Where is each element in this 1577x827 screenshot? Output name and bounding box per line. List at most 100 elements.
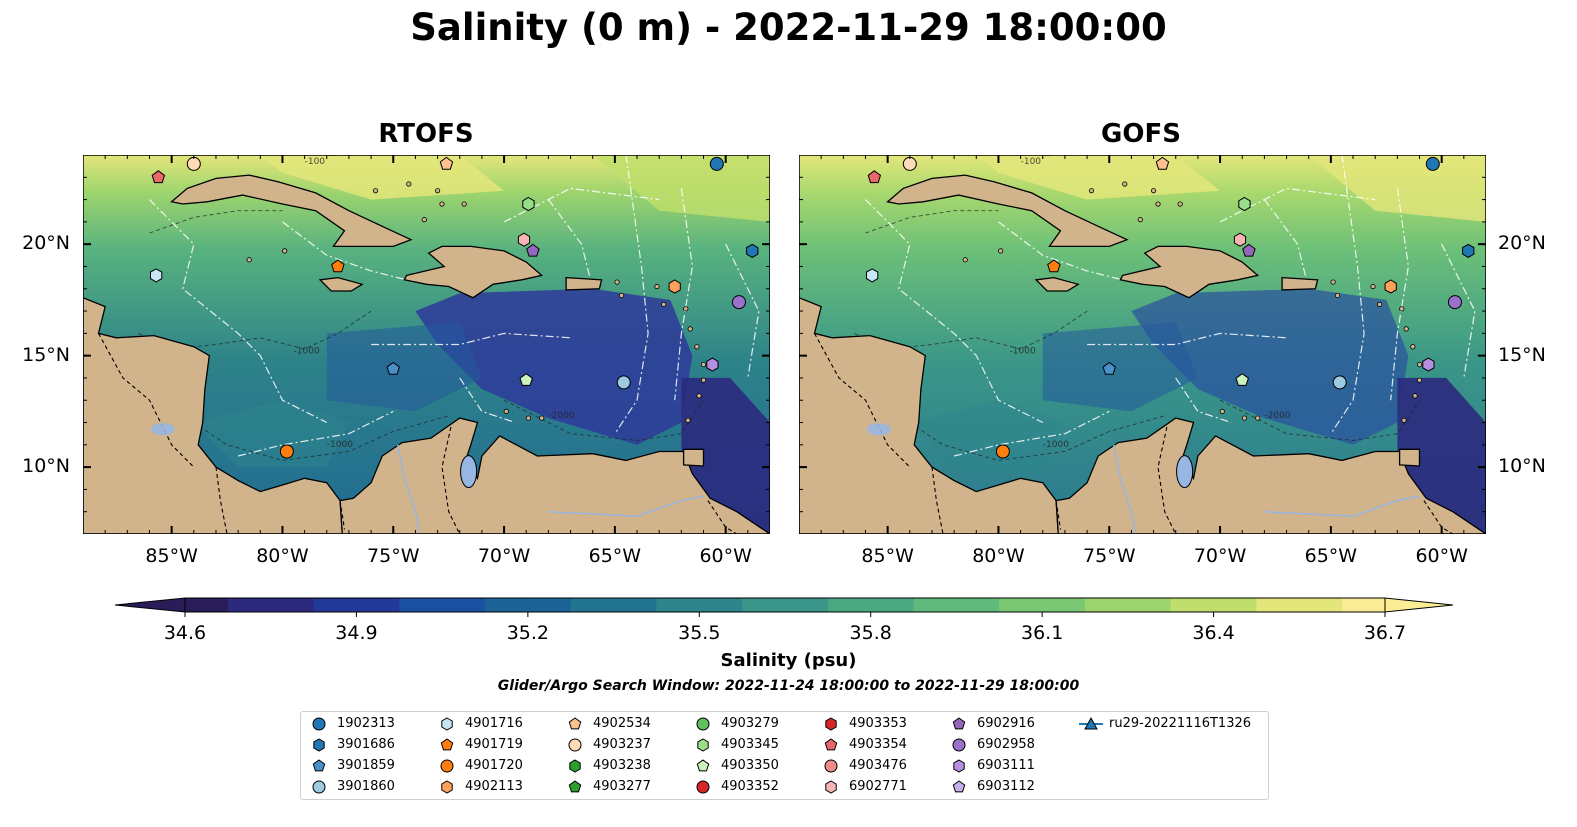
eez-boundary-line [1390,188,1410,401]
float-marker-6902771 [1233,232,1247,247]
country-border [98,333,195,468]
legend-label: 3901859 [337,758,395,773]
contour-label: -1000 [1043,440,1069,450]
float-marker-6902958 [1447,295,1462,310]
circle-marker-icon [696,780,710,794]
float-marker-3901859 [386,361,400,375]
eez-boundary-line [674,188,694,401]
islet [1401,417,1407,423]
colorbar-segment [699,598,743,612]
bathymetry-contour [865,210,999,234]
sw-caribbean-region [193,400,349,468]
legend-label: 3901686 [337,737,395,752]
float-marker-6902916 [1242,243,1256,257]
colorbar-segment [785,598,829,612]
islet [1219,408,1225,414]
contour-label: -2000 [548,411,574,421]
lat-tick-label: 10°N [22,455,70,478]
legend-marker [568,717,582,730]
legend-label: 4901716 [465,716,523,731]
float-marker-4901716 [150,268,163,283]
islet [406,181,412,187]
float-marker-3901686 [1462,243,1475,258]
hexagon-marker-icon [441,780,453,794]
pentagon-marker-icon [696,759,710,772]
river [1112,444,1137,534]
lon-tick-label: 85°W [145,545,198,567]
legend-label: 4901719 [465,737,523,752]
legend-marker [953,759,965,773]
country-border [215,467,228,534]
legend-label: 4902113 [465,779,523,794]
map-panel-rtofs[interactable]: -100 -1000 -2000 -1000 [83,155,770,534]
float-marker-3901860 [616,375,631,390]
hexagon-marker-icon [313,738,325,752]
country-border [339,500,346,530]
legend-marker [440,738,454,751]
islet [1177,201,1183,207]
panel-title-rtofs: RTOFS [378,119,474,149]
eez-boundary-line [953,410,1110,457]
islet [1334,292,1341,299]
lat-tick-label: 20°N [22,232,70,255]
colorbar-segment [913,598,957,612]
legend-marker [825,717,837,731]
eez-boundary-line [1330,155,1365,435]
float-marker-4903354 [867,170,882,184]
mid-salinity-region [1042,322,1198,412]
circle-marker-icon [312,717,326,731]
colorbar-segment [999,598,1043,612]
float-marker-4903354 [151,170,166,184]
lake-maracaibo [1176,455,1194,489]
colorbar-segment [1085,598,1129,612]
lat-tick-label: 20°N [1498,232,1546,255]
legend-label: 1902313 [337,716,395,731]
islet [525,415,532,421]
islet [614,279,620,285]
hexagon-marker-icon [441,717,453,731]
contour-label: -2000 [1264,411,1290,421]
circle-marker-icon [952,738,966,752]
islet [1137,217,1143,223]
lake-maracaibo [460,455,478,489]
colorbar-tick-label: 36.4 [1192,622,1235,644]
lon-tick-label: 85°W [861,545,914,567]
legend-marker [696,780,710,794]
lon-tick-label: 80°W [972,545,1025,567]
pentagon-marker-icon [952,717,966,730]
eez-boundary-line [237,410,394,457]
islet [962,257,968,263]
colorbar-segment [656,598,700,612]
float-marker-4903345 [522,196,535,212]
pentagon-marker-icon [440,738,454,751]
colorbar-segment [485,598,529,612]
eez-boundary-line [1087,332,1287,346]
legend-marker [441,717,453,731]
pentagon-marker-icon [568,780,582,793]
land-puerto-rico [565,276,603,291]
salinity-colorbar [115,597,1454,617]
circle-marker-icon [696,717,710,731]
map-panel-gofs[interactable]: -100 -1000 -2000 -1000 [799,155,1486,534]
contour-label: -1000 [327,440,353,450]
islet [696,393,702,399]
eez-boundary-line [149,199,328,424]
islet [1255,415,1261,421]
hexagon-marker-icon [825,717,837,731]
islet [685,417,691,423]
islet [461,201,467,207]
colorbar-frame [184,597,1386,613]
country-border [814,333,911,468]
islet [683,306,689,312]
colorbar-segment [185,598,229,612]
islet [1241,415,1248,421]
legend-label: 4901720 [465,758,523,773]
colorbar-tick-label: 35.5 [678,622,721,644]
colorbar-segment [1170,598,1215,612]
search-window-caption: Glider/Argo Search Window: 2022-11-24 18… [497,678,1080,694]
panel-title-gofs: GOFS [1101,119,1181,149]
colorbar-segment [1256,598,1300,612]
river [396,444,421,534]
float-marker-4903350 [1235,373,1249,386]
lon-tick-label: 65°W [588,545,642,567]
